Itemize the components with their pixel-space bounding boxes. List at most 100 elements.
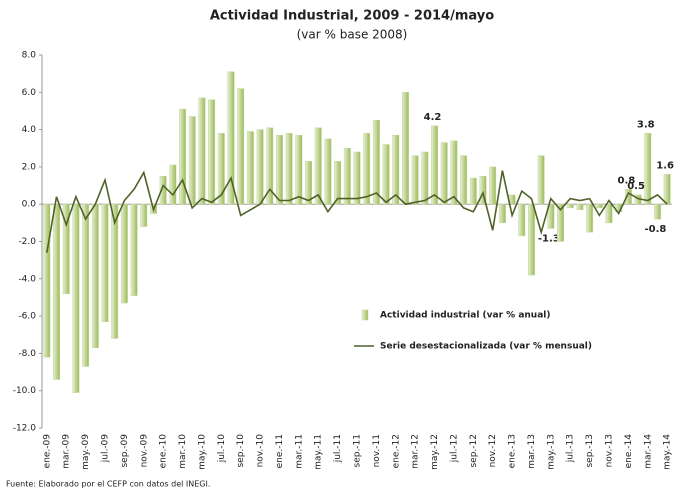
bar <box>479 175 487 205</box>
bar <box>557 203 564 242</box>
bar <box>644 133 652 205</box>
bar <box>53 203 60 380</box>
x-tick-label: ene.-12 <box>391 434 401 468</box>
bar <box>237 88 245 205</box>
x-tick-label: ene.-09 <box>42 434 52 469</box>
x-tick-label: may.-09 <box>81 434 91 470</box>
bar <box>624 189 632 205</box>
data-label: 3.8 <box>637 119 655 130</box>
bar <box>179 108 186 205</box>
bar <box>72 203 80 393</box>
bar <box>43 203 51 358</box>
bar <box>392 134 400 205</box>
data-label: 4.2 <box>424 112 442 123</box>
bar <box>528 203 535 276</box>
bar <box>208 99 216 205</box>
source-note: Fuente: Elaborado por el CEFP con datos … <box>6 480 210 489</box>
bar <box>576 203 584 211</box>
bar <box>411 155 419 205</box>
chart-subtitle: (var % base 2008) <box>297 28 408 42</box>
data-label: 1.6 <box>656 160 674 171</box>
legend-swatch <box>361 309 369 321</box>
x-tick-label: may.-14 <box>663 434 673 470</box>
bar <box>169 164 177 205</box>
bar <box>295 134 303 205</box>
bar <box>120 203 128 304</box>
bar <box>91 203 99 349</box>
bar <box>305 161 312 205</box>
data-label: 0.8 <box>618 175 636 186</box>
bar <box>469 177 477 205</box>
bar <box>266 127 274 205</box>
bar <box>217 133 225 205</box>
x-tick-label: mar.-11 <box>294 434 304 469</box>
bar <box>353 151 361 205</box>
y-tick-label: -10.0 <box>13 386 37 396</box>
bar <box>101 203 109 322</box>
bar <box>82 203 90 367</box>
x-tick-label: jul.-09 <box>101 434 111 464</box>
y-tick-label: 6.0 <box>22 88 37 98</box>
x-tick-label: ene.-11 <box>275 434 285 468</box>
y-tick-label: -8.0 <box>18 349 36 359</box>
bar <box>431 125 438 205</box>
bar <box>537 155 545 205</box>
data-label: -0.8 <box>645 224 667 235</box>
x-tick-label: sep.-09 <box>120 434 130 468</box>
x-tick-label: ene.-14 <box>624 434 634 469</box>
x-tick-label: mar.-14 <box>643 434 653 469</box>
chart-title: Actividad Industrial, 2009 - 2014/mayo <box>210 9 494 24</box>
bar <box>324 138 332 205</box>
bar <box>334 161 342 205</box>
x-tick-label: jul.-11 <box>333 434 343 463</box>
x-tick-label: nov.-10 <box>256 434 266 468</box>
x-tick-label: may.-12 <box>430 434 440 470</box>
y-tick-label: -6.0 <box>18 312 36 322</box>
x-tick-label: ene.-13 <box>508 434 518 468</box>
bar <box>460 155 468 205</box>
bar <box>62 203 70 294</box>
x-tick-label: jul.-10 <box>217 434 227 464</box>
x-tick-label: nov.-13 <box>605 434 615 467</box>
x-tick-label: may.-13 <box>546 434 556 470</box>
bar <box>605 203 613 224</box>
y-tick-label: 0.0 <box>22 200 37 210</box>
x-tick-label: sep.-11 <box>353 434 363 468</box>
x-tick-label: mar.-12 <box>411 434 421 469</box>
x-tick-label: jul.-12 <box>449 434 459 463</box>
line <box>46 170 668 253</box>
y-tick-label: 4.0 <box>22 125 37 135</box>
bar <box>489 166 497 205</box>
bar <box>498 203 506 224</box>
bar <box>450 140 458 205</box>
bar <box>314 127 322 205</box>
bar <box>140 203 148 227</box>
bar <box>372 120 380 205</box>
bar <box>654 203 661 220</box>
legend-label: Actividad industrial (var % anual) <box>380 311 550 321</box>
y-tick-label: -12.0 <box>13 424 37 434</box>
bar <box>363 133 371 205</box>
bar <box>402 92 409 205</box>
data-label: 0.5 <box>627 181 645 192</box>
bar <box>130 203 138 296</box>
x-tick-label: sep.-12 <box>469 434 479 468</box>
bar <box>382 144 390 205</box>
bar <box>159 175 167 205</box>
bar <box>256 129 264 205</box>
x-tick-label: may.-11 <box>314 434 324 470</box>
bar <box>566 203 574 209</box>
x-tick-label: nov.-11 <box>372 434 382 467</box>
bar <box>285 133 293 205</box>
y-tick-label: -2.0 <box>18 237 36 247</box>
bar <box>586 203 594 233</box>
bar <box>663 174 671 205</box>
x-tick-label: nov.-12 <box>488 434 498 467</box>
legend-label: Serie desestacionalizada (var % mensual) <box>380 342 592 352</box>
x-tick-label: sep.-10 <box>236 434 246 468</box>
bar <box>440 142 448 205</box>
bar <box>227 71 235 205</box>
x-tick-label: nov.-09 <box>139 434 149 468</box>
x-tick-label: jul.-13 <box>566 434 576 463</box>
